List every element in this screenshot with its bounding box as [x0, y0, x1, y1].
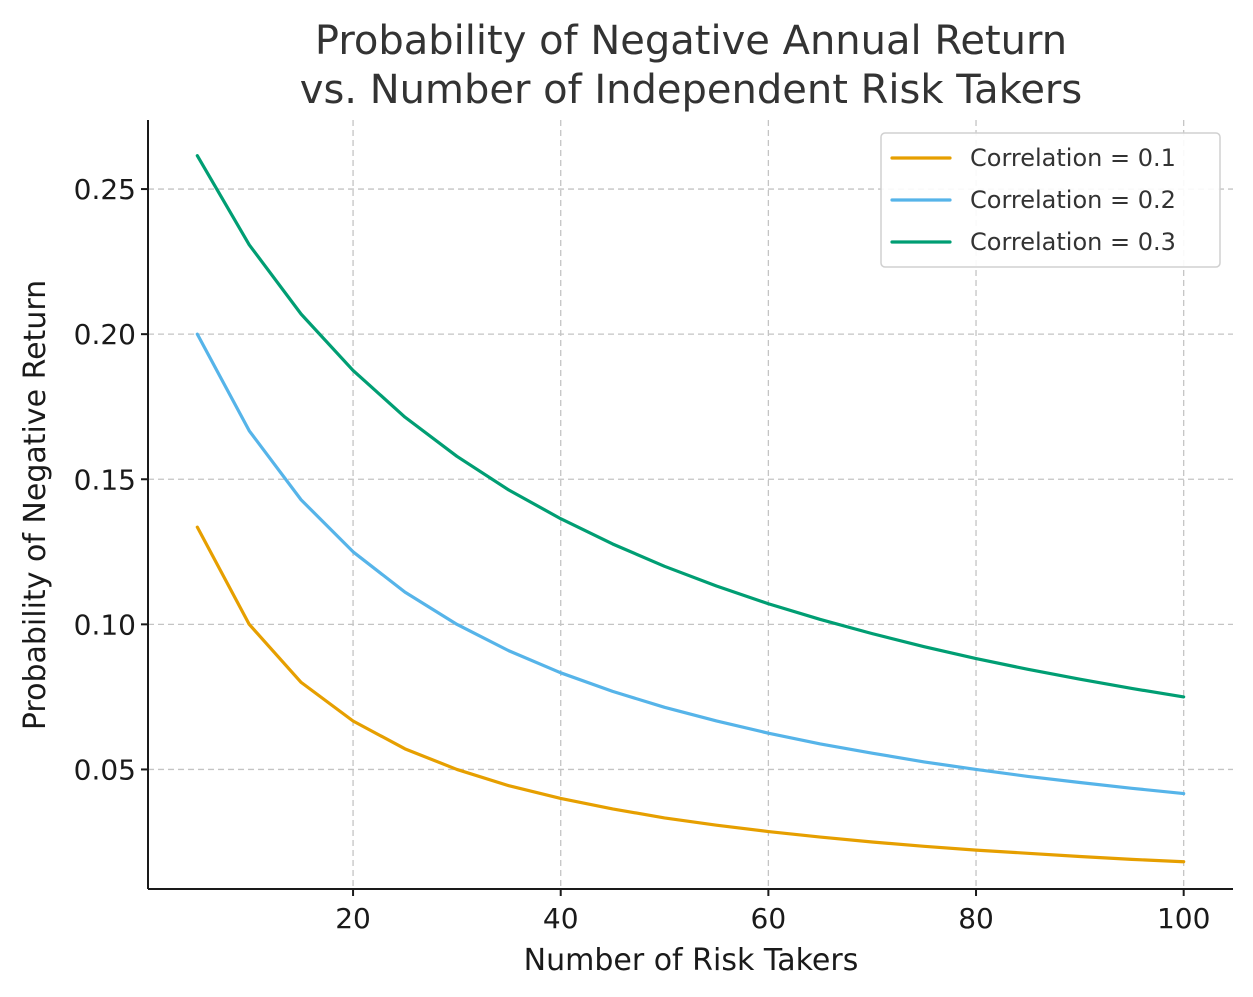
axes — [147, 120, 1233, 890]
x-tick-label: 20 — [335, 902, 371, 935]
series-line-2 — [195, 332, 1186, 796]
legend-box — [880, 132, 1221, 268]
y-tick-label: 0.10 — [74, 608, 136, 641]
x-tick-label: 60 — [751, 902, 787, 935]
legend: Correlation = 0.1 Correlation = 0.2 Correl… — [880, 132, 1221, 268]
x-tick-label: 100 — [1157, 902, 1210, 935]
x-tick-label: 80 — [958, 902, 994, 935]
series-line-1 — [195, 525, 1186, 864]
legend-label-2: Correlation = 0.2 — [970, 186, 1176, 214]
y-tick-label: 0.25 — [74, 173, 136, 206]
chart-title-line-1: Probability of Negative Annual Return — [315, 18, 1067, 64]
y-ticks: 0.05 0.10 0.15 0.20 0.25 — [74, 173, 148, 786]
chart-title-line-2: vs. Number of Independent Risk Takers — [300, 67, 1082, 113]
x-axis-label: Number of Risk Takers — [524, 943, 859, 978]
x-ticks: 20 40 60 80 100 — [335, 889, 1210, 935]
grid — [148, 120, 1233, 889]
series-lines — [195, 154, 1186, 864]
y-tick-label: 0.20 — [74, 318, 136, 351]
legend-label-1: Correlation = 0.1 — [970, 144, 1176, 172]
y-axis-label: Probability of Negative Return — [18, 280, 53, 730]
legend-label-3: Correlation = 0.3 — [970, 228, 1176, 256]
y-tick-label: 0.05 — [74, 753, 136, 786]
y-tick-label: 0.15 — [74, 463, 136, 496]
x-tick-label: 40 — [543, 902, 579, 935]
series-line-3 — [195, 154, 1186, 699]
